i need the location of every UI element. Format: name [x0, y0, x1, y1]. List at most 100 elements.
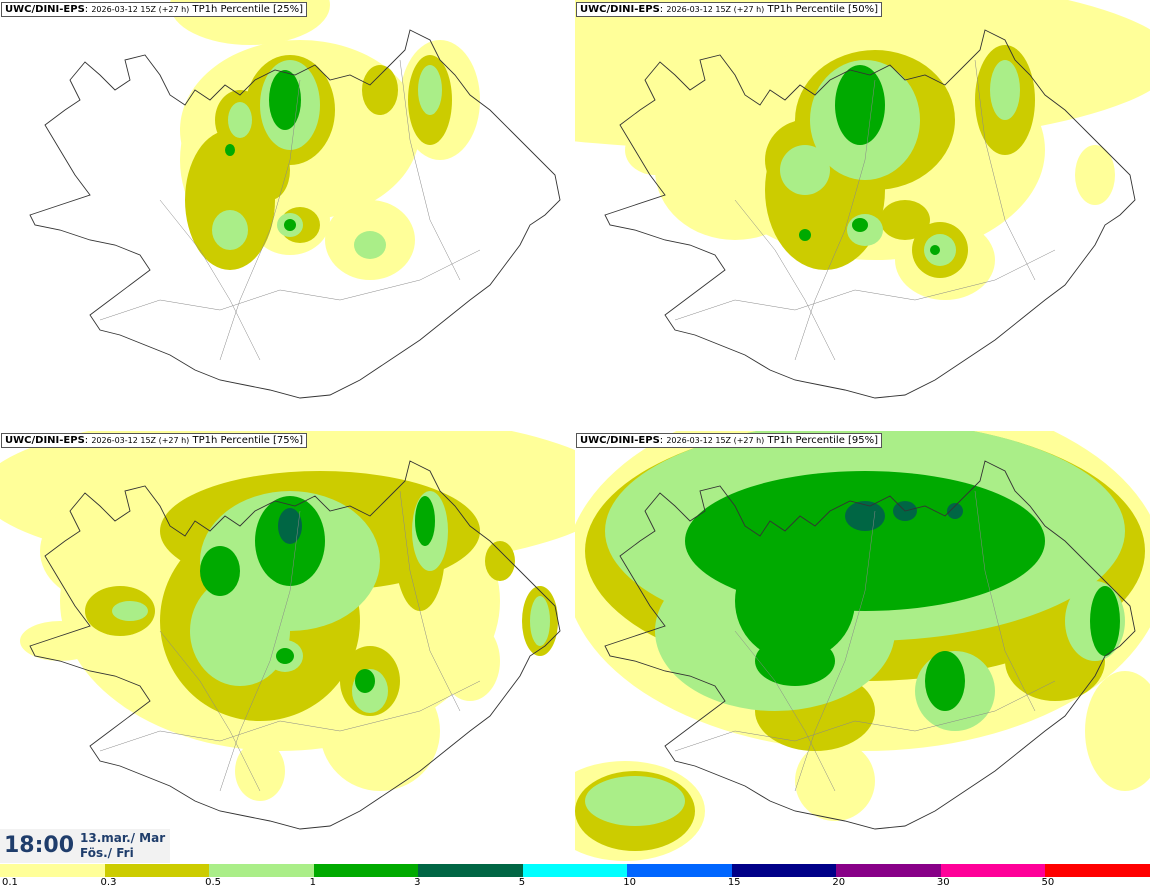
precip-area: [755, 636, 835, 686]
precip-area: [835, 65, 885, 145]
panel-title: UWC/DINI-EPS: 2026-03-12 15Z (+27 h) TP1…: [1, 2, 308, 17]
precip-area: [1075, 145, 1115, 205]
precip-area: [355, 669, 375, 693]
precip-area: [780, 145, 830, 195]
colorbar-segment: [940, 864, 1046, 877]
road-line: [399, 490, 461, 712]
valid-time: 18:00: [4, 833, 75, 858]
precip-area: [735, 541, 855, 661]
precip-area: [485, 541, 515, 581]
valid-time-box: 18:00 13.mar./ Mar Fös./ Fri: [0, 829, 170, 863]
precip-area: [418, 65, 442, 115]
precip-area: [200, 546, 240, 596]
coastline: [29, 29, 561, 399]
colorbar-segment: [522, 864, 628, 877]
precip-area: [278, 508, 302, 544]
precip-area: [530, 596, 550, 646]
road-line: [974, 490, 1036, 712]
colorbar-segment: [1045, 864, 1150, 877]
precip-area: [225, 144, 235, 156]
road-line: [794, 510, 876, 792]
map-panel-p50: UWC/DINI-EPS: 2026-03-12 15Z (+27 h) TP1…: [575, 0, 1150, 430]
colorbar-segment: [418, 864, 523, 877]
map-p25: [29, 0, 561, 399]
precip-area: [440, 621, 500, 701]
precip-area: [250, 140, 290, 200]
precip-area: [190, 576, 290, 686]
colorbar-tick-label: 50: [1041, 877, 1055, 888]
precip-area: [40, 501, 160, 601]
colorbar-segment: [313, 864, 419, 877]
map-p95: [575, 431, 1150, 861]
colorbar-tick-label: 3: [414, 877, 421, 888]
colorbar-tick-label: 0.1: [2, 877, 18, 888]
coastline: [29, 460, 561, 830]
map-panel-p25: UWC/DINI-EPS: 2026-03-12 15Z (+27 h) TP1…: [0, 0, 575, 430]
precip-area: [269, 70, 301, 130]
road-line: [159, 199, 261, 361]
colorbar-tick-label: 0.5: [205, 877, 221, 888]
precip-area: [20, 621, 100, 661]
colorbar-segment: [731, 864, 837, 877]
panel-title: UWC/DINI-EPS: 2026-03-12 15Z (+27 h) TP1…: [1, 433, 308, 448]
precip-area: [235, 741, 285, 801]
precip-area: [1090, 586, 1120, 656]
road-line: [674, 680, 1056, 752]
colorbar-tick-label: 15: [727, 877, 741, 888]
colorbar-segment: [627, 864, 732, 877]
precip-area: [930, 245, 940, 255]
road-line: [99, 249, 481, 321]
colorbar-segment: [104, 864, 210, 877]
precip-area: [415, 496, 435, 546]
precip-area: [852, 218, 868, 232]
map-p50: [575, 0, 1150, 399]
precip-area: [585, 776, 685, 826]
road-line: [794, 79, 876, 361]
road-line: [219, 510, 301, 792]
coastline: [604, 29, 1136, 399]
coastline: [604, 460, 1136, 830]
colorbar-tick-label: 20: [832, 877, 846, 888]
precip-area: [799, 229, 811, 241]
panel-title: UWC/DINI-EPS: 2026-03-12 15Z (+27 h) TP1…: [576, 2, 883, 17]
road-line: [674, 249, 1056, 321]
road-line: [399, 59, 461, 281]
colorbar-tick-label: 0.3: [100, 877, 117, 888]
colorbar-tick-label: 30: [936, 877, 950, 888]
valid-weekday: Fös./ Fri: [80, 846, 134, 860]
map-panel-p75: UWC/DINI-EPS: 2026-03-12 15Z (+27 h) TP1…: [0, 431, 575, 861]
panel-title: UWC/DINI-EPS: 2026-03-12 15Z (+27 h) TP1…: [576, 433, 883, 448]
precip-area: [990, 60, 1020, 120]
colorbar-segment: [209, 864, 314, 877]
colorbar-tick-label: 10: [623, 877, 636, 888]
colorbar-segment: [836, 864, 941, 877]
road-line: [99, 680, 481, 752]
precip-area: [112, 601, 148, 621]
precip-area: [362, 65, 398, 115]
precip-area: [276, 648, 294, 664]
precip-area: [625, 125, 685, 175]
precip-area: [880, 200, 930, 240]
valid-date: 13.mar./ Mar: [80, 831, 166, 845]
road-line: [974, 59, 1036, 281]
colorbar-tick-label: 5: [518, 877, 526, 888]
map-panel-p95: UWC/DINI-EPS: 2026-03-12 15Z (+27 h) TP1…: [575, 431, 1150, 861]
precip-area: [212, 210, 248, 250]
precip-area: [795, 741, 875, 821]
precip-area: [845, 501, 885, 531]
map-p75: [0, 431, 575, 830]
precip-area: [284, 219, 296, 231]
precip-area: [1085, 671, 1150, 791]
precip-area: [947, 503, 963, 519]
road-line: [219, 79, 301, 361]
precip-area: [970, 491, 1000, 551]
road-line: [159, 630, 261, 792]
road-line: [734, 630, 836, 792]
colorbar-segment: [0, 864, 105, 877]
precip-colorbar: [0, 864, 1150, 877]
road-line: [734, 199, 836, 361]
precip-area: [354, 231, 386, 259]
precip-area: [228, 102, 252, 138]
precip-area: [925, 651, 965, 711]
colorbar-tick-label: 1: [309, 877, 316, 888]
